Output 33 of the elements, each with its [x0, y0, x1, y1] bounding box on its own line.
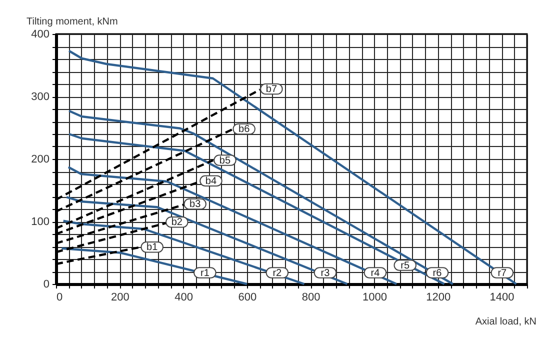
x-tick-label: 600: [238, 292, 257, 304]
annotation: b5: [219, 155, 231, 166]
y-tick-label: 0: [43, 278, 50, 290]
x-tick-label: 1000: [362, 292, 387, 304]
annotation: b3: [190, 199, 202, 210]
x-tick-label: 800: [302, 292, 320, 304]
annotation: r3: [320, 268, 330, 279]
x-axis-title: Axial load, kN: [475, 316, 536, 328]
x-tick-label: 200: [110, 292, 130, 304]
y-tick-label: 400: [31, 28, 50, 40]
x-tick-label: 1400: [490, 292, 514, 304]
x-tick-label: 0: [56, 292, 63, 304]
annotation: r6: [432, 268, 442, 279]
annotation: r4: [370, 268, 380, 279]
annotation: r5: [400, 260, 410, 272]
annotation: b7: [266, 84, 278, 95]
annotation: r7: [498, 268, 508, 279]
y-tick-label: 200: [31, 154, 50, 166]
line-series: [65, 196, 348, 286]
annotation: r2: [272, 268, 282, 279]
annotation: b4: [205, 176, 217, 187]
annotation: b2: [171, 217, 183, 228]
line-series: [62, 220, 306, 286]
line-series: [68, 50, 518, 286]
line-series: [67, 166, 398, 286]
y-tick-label: 100: [31, 216, 50, 228]
annotation: b1: [146, 242, 158, 254]
x-tick-label: 400: [174, 292, 193, 304]
annotation: b6: [238, 124, 250, 135]
y-axis-title: Tilting moment, kNm: [26, 16, 118, 28]
annotation: r1: [200, 268, 210, 279]
y-tick-label: 300: [31, 91, 50, 103]
x-tick-label: 1200: [426, 292, 451, 304]
